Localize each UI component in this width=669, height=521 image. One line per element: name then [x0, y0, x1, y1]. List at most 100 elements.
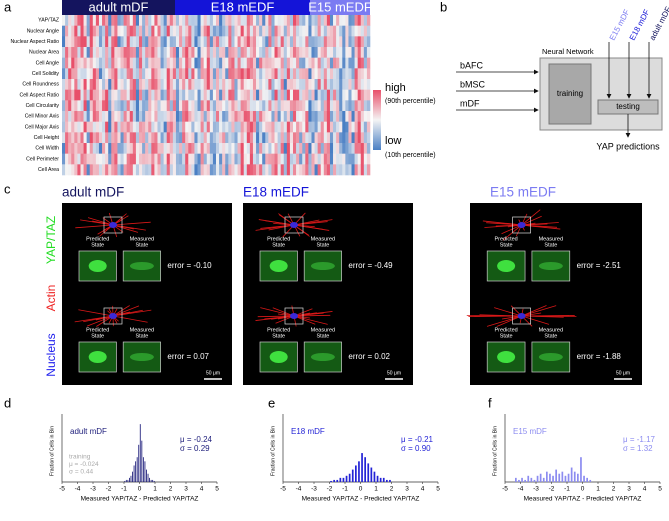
heatmap-cell [120, 89, 124, 101]
column-title: E15 mEDF [490, 185, 556, 200]
heatmap-cell [135, 36, 140, 48]
heatmap-cell [212, 100, 217, 112]
heatmap-cell [132, 68, 137, 80]
heatmap-cell [283, 79, 288, 90]
heatmap-cell [363, 68, 368, 80]
heatmap-cell [175, 47, 180, 58]
heatmap-cell [203, 47, 208, 58]
heatmap-cell [83, 111, 87, 122]
heatmap-cell [363, 100, 368, 112]
heatmap-cell [163, 143, 168, 154]
heatmap-cell [252, 143, 257, 154]
heatmap-cell [240, 143, 245, 154]
heatmap-cell [351, 36, 355, 48]
heatmap-cell [280, 89, 285, 101]
bar [149, 477, 151, 482]
heatmap-cell [283, 153, 288, 165]
heatmap-cell [120, 47, 124, 58]
heatmap-cell [129, 153, 134, 165]
heatmap-cell [135, 121, 140, 133]
heatmap-cell [191, 79, 195, 90]
heatmap-cell [252, 121, 257, 133]
heatmap-cell [111, 25, 115, 37]
bar [564, 475, 567, 482]
heatmap-cell [95, 132, 100, 144]
bar [153, 480, 155, 482]
heatmap-cell [71, 132, 75, 144]
heatmap-cell [139, 164, 143, 176]
bar [124, 480, 126, 482]
heatmap-cell [252, 164, 257, 176]
heatmap-cell [311, 153, 315, 165]
heatmap-cell [326, 100, 331, 112]
heatmap-cell [265, 57, 269, 69]
heatmap-cell [142, 68, 146, 80]
heatmap-cell [126, 79, 131, 90]
heatmap-cell [200, 79, 204, 90]
heatmap-cell [271, 36, 275, 48]
heatmap-cell [243, 47, 248, 58]
feature-label: Cell Aspect Ratio [19, 92, 59, 98]
heatmap-cell [154, 57, 158, 69]
heatmap-cell [339, 111, 343, 122]
heatmap-cell [123, 36, 127, 48]
heatmap-cell [299, 25, 303, 37]
bar [376, 475, 379, 482]
heatmap-cell [62, 25, 66, 37]
heatmap-cell [317, 143, 322, 154]
heatmap-cell [360, 111, 365, 122]
heatmap-cell [102, 36, 106, 48]
heatmap-cell [172, 47, 177, 58]
bar [518, 479, 520, 482]
heatmap-cell [354, 68, 358, 80]
heatmap-cell [256, 68, 260, 80]
x-axis-label: Measured YAP/TAZ - Predicted YAP/TAZ [524, 496, 642, 503]
heatmap-cell [311, 79, 315, 90]
heatmap-cell [354, 100, 358, 112]
measured-texture [538, 262, 563, 270]
group-label: E18 mEDF [211, 0, 275, 14]
heatmap-cell [151, 15, 155, 26]
heatmap-cell [308, 111, 312, 122]
y-axis-label: Fraction of Cells in Bin [49, 426, 55, 476]
heatmap-cell [206, 47, 211, 58]
heatmap-cell [98, 68, 103, 80]
heatmap-cell [243, 121, 248, 133]
measured-texture [129, 353, 154, 361]
heatmap-cell [366, 79, 371, 90]
heatmap-cell [62, 79, 66, 90]
heatmap-cell [277, 36, 281, 48]
heatmap-cell [329, 111, 334, 122]
heatmap-cell [357, 132, 362, 144]
heatmap-cell [105, 164, 109, 176]
heatmap-cell [237, 89, 241, 101]
heatmap-cell [185, 68, 189, 80]
heatmap-cell [80, 121, 84, 133]
roi-box [103, 216, 123, 234]
heatmap-cell [283, 47, 288, 58]
heatmap-cell [320, 47, 325, 58]
heatmap-cell [240, 47, 245, 58]
heatmap-cell [286, 57, 291, 69]
heatmap-cell [209, 57, 214, 69]
heatmap-cell [268, 89, 272, 101]
heatmap-cell [129, 100, 134, 112]
state-label: State [316, 242, 329, 248]
heatmap-cell [68, 153, 72, 165]
heatmap-cell [308, 79, 312, 90]
heatmap-cell [172, 68, 177, 80]
heatmap-cell [354, 15, 358, 26]
heatmap-cell [296, 89, 300, 101]
group-header [175, 0, 310, 15]
heatmap-cell [157, 57, 161, 69]
heatmap-cell [65, 47, 69, 58]
heatmap-cell [339, 164, 343, 176]
heatmap-cell [68, 132, 72, 144]
heatmap-cell [123, 153, 127, 165]
heatmap-cell [117, 121, 121, 133]
heatmap-cell [329, 36, 334, 48]
heatmap-cell [243, 36, 248, 48]
predicted-nucleus [88, 351, 107, 363]
heatmap-cell [151, 121, 155, 133]
heatmap-cell [262, 164, 266, 176]
